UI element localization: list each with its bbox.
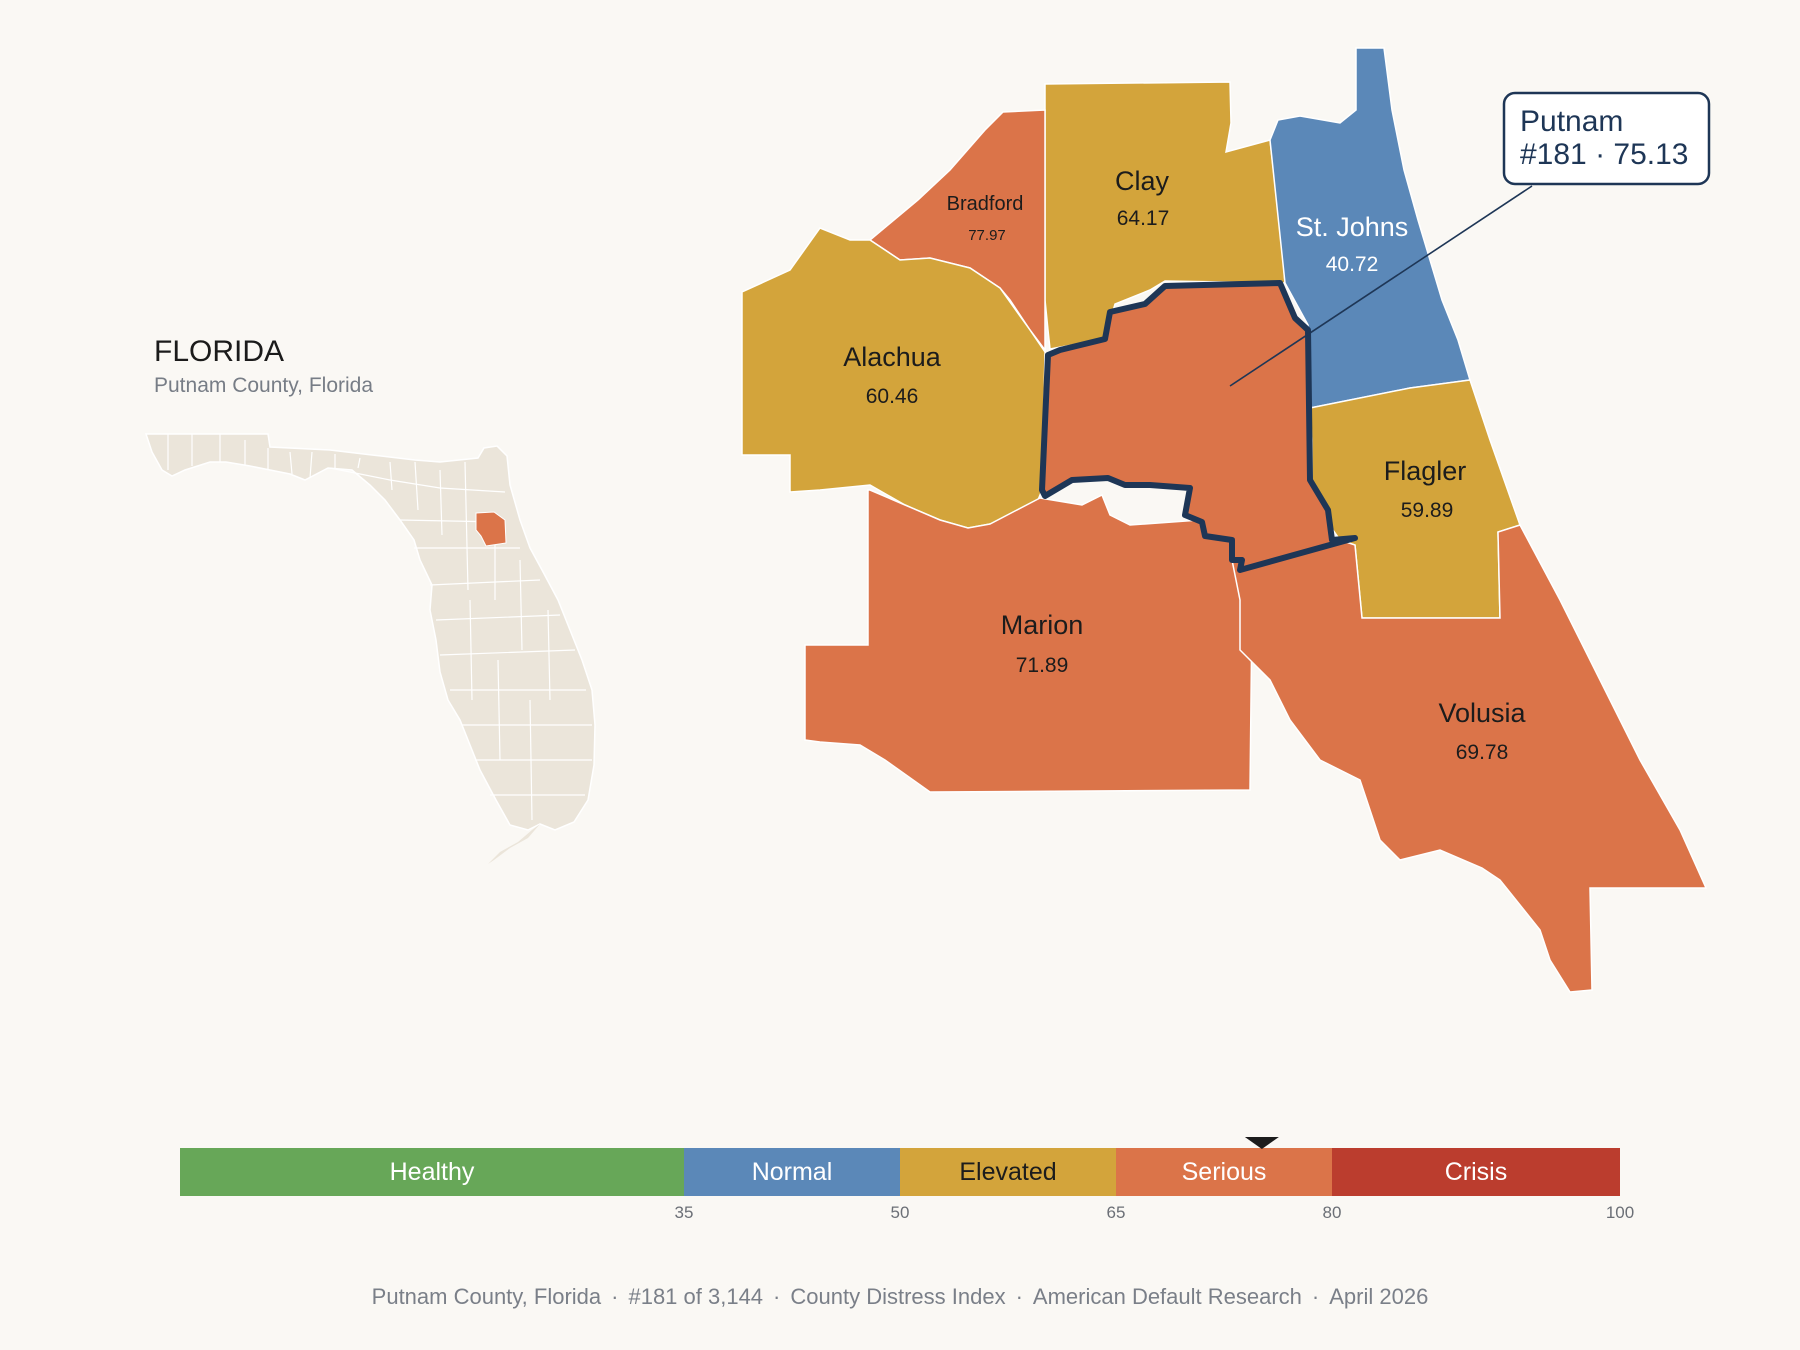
putnam-callout: Putnam #181 · 75.13 bbox=[1229, 91, 1711, 387]
label-clay-value: 64.17 bbox=[1117, 207, 1170, 230]
label-volusia-value: 69.78 bbox=[1456, 741, 1509, 764]
label-marion-value: 71.89 bbox=[1016, 654, 1069, 677]
legend-band-label: Serious bbox=[1182, 1158, 1267, 1186]
inset-county-lines bbox=[167, 434, 592, 821]
legend-band-label: Healthy bbox=[390, 1158, 475, 1186]
label-marion-name: Marion bbox=[1001, 610, 1084, 640]
callout-box bbox=[1502, 91, 1711, 186]
footer-separator: · bbox=[1311, 1284, 1320, 1309]
legend-band-label: Crisis bbox=[1445, 1158, 1508, 1186]
inset-putnam-highlight bbox=[475, 511, 507, 547]
label-volusia-name: Volusia bbox=[1438, 698, 1526, 728]
callout-leader-line bbox=[1229, 185, 1533, 387]
florida-keys bbox=[488, 824, 540, 864]
legend-band-crisis bbox=[1332, 1148, 1620, 1196]
footer-separator: · bbox=[1015, 1284, 1023, 1309]
florida-inset-map bbox=[144, 433, 596, 864]
label-clay-name: Clay bbox=[1115, 166, 1170, 196]
footer-index: County Distress Index bbox=[790, 1284, 1006, 1309]
footer-separator: · bbox=[773, 1284, 781, 1309]
label-alachua-name: Alachua bbox=[843, 342, 942, 372]
florida-state-shape bbox=[144, 433, 596, 831]
footer-rank: #181 of 3,144 bbox=[628, 1284, 764, 1309]
label-flagler-name: Flagler bbox=[1384, 456, 1467, 486]
label-bradford-value: 77.97 bbox=[968, 227, 1006, 244]
subtitle: Putnam County, Florida bbox=[154, 374, 373, 397]
legend-tick-label: 65 bbox=[1107, 1203, 1126, 1222]
legend-band-healthy bbox=[180, 1148, 684, 1196]
footer-date: April 2026 bbox=[1329, 1284, 1429, 1309]
footer-separator: · bbox=[611, 1284, 619, 1309]
label-st-johns-name: St. Johns bbox=[1296, 212, 1409, 242]
footer-org: American Default Research bbox=[1032, 1284, 1302, 1309]
legend-band-normal bbox=[684, 1148, 900, 1196]
label-st-johns-value: 40.72 bbox=[1326, 253, 1379, 276]
legend-tick-label: 50 bbox=[891, 1203, 910, 1222]
county-volusia[interactable] bbox=[1231, 524, 1708, 993]
footer: Putnam County, Florida · #181 of 3,144 · Cou… bbox=[0, 1284, 1800, 1310]
legend-marker-triangle bbox=[1244, 1137, 1279, 1149]
callout-county-name: Putnam bbox=[1520, 105, 1623, 138]
label-flagler-value: 59.89 bbox=[1401, 499, 1454, 522]
label-alachua-value: 60.46 bbox=[866, 385, 919, 408]
legend-tick-label: 100 bbox=[1606, 1203, 1634, 1222]
legend-tick-label: 35 bbox=[675, 1203, 694, 1222]
county-map: Bradford 77.97 Clay 64.17 St. Johns 40.7… bbox=[741, 47, 1708, 993]
county-marion[interactable] bbox=[804, 489, 1253, 793]
legend-band-serious bbox=[1116, 1148, 1332, 1196]
state-title: FLORIDA bbox=[154, 335, 284, 368]
legend-band-label: Normal bbox=[752, 1158, 833, 1186]
county-clay[interactable] bbox=[1044, 81, 1286, 350]
label-bradford-name: Bradford bbox=[947, 193, 1024, 215]
legend-band-label: Elevated bbox=[959, 1158, 1056, 1186]
callout-rank-score: #181 · 75.13 bbox=[1520, 138, 1688, 171]
legend-tick-label: 80 bbox=[1323, 1203, 1342, 1222]
footer-county: Putnam County, Florida bbox=[371, 1284, 602, 1309]
legend-band-elevated bbox=[900, 1148, 1116, 1196]
legend-scale: Healthy Normal Elevated Serious Crisis 35 50 65… bbox=[180, 1137, 1634, 1222]
